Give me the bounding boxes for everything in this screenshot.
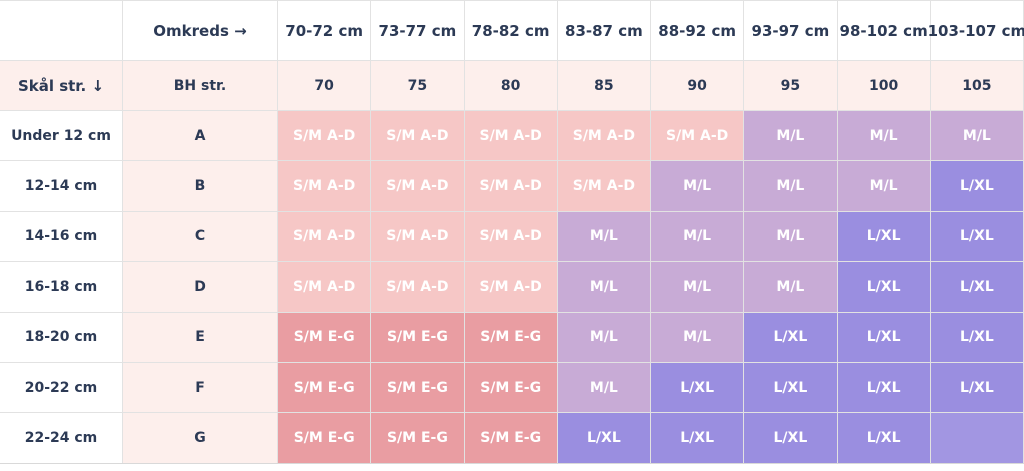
- size-cell: L/XL: [930, 261, 1024, 312]
- size-cell: S/M E-G: [278, 361, 372, 413]
- size-cell: M/L: [651, 210, 745, 262]
- size-cell: S/M A-D: [371, 261, 465, 312]
- size-cell: L/XL: [837, 311, 931, 362]
- size-cell: S/M A-D: [464, 261, 558, 312]
- cup: G: [123, 412, 278, 463]
- size-cell: S/M A-D: [557, 110, 651, 161]
- range-header: 93-97 cm: [744, 0, 838, 60]
- size-cell: L/XL: [651, 361, 745, 413]
- size-cell: S/M A-D: [371, 210, 465, 262]
- size-cell: M/L: [744, 160, 838, 211]
- size-cell: M/L: [557, 261, 651, 312]
- range-header: 98-102 cm: [837, 0, 931, 60]
- band-header: 95: [744, 60, 838, 110]
- size-cell: M/L: [557, 361, 651, 413]
- size-cell: S/M E-G: [464, 311, 558, 362]
- size-cell: S/M A-D: [464, 210, 558, 262]
- size-cell: M/L: [744, 210, 838, 262]
- size-cell: S/M E-G: [464, 412, 558, 463]
- size-cell: L/XL: [837, 210, 931, 262]
- size-cell: S/M E-G: [278, 311, 372, 362]
- size-cell: L/XL: [744, 311, 838, 362]
- band-header: 80: [464, 60, 558, 110]
- size-cell: S/M E-G: [371, 412, 465, 463]
- range-header: 70-72 cm: [278, 0, 372, 60]
- corner-cell: [0, 0, 123, 60]
- band-header: 75: [371, 60, 465, 110]
- size-cell: M/L: [930, 110, 1024, 161]
- size-cell: M/L: [837, 110, 931, 161]
- range-header: 83-87 cm: [557, 0, 651, 60]
- cup-range: 14-16 cm: [0, 210, 123, 262]
- size-cell: S/M A-D: [278, 261, 372, 312]
- empty-cell: [930, 412, 1024, 463]
- size-cell: S/M A-D: [278, 160, 372, 211]
- size-cell: M/L: [651, 311, 745, 362]
- band-header: 85: [557, 60, 651, 110]
- cup: D: [123, 261, 278, 312]
- size-cell: S/M A-D: [557, 160, 651, 211]
- band-label: BH str.: [123, 60, 278, 110]
- size-cell: L/XL: [930, 361, 1024, 413]
- band-header: 100: [837, 60, 931, 110]
- size-cell: M/L: [744, 110, 838, 161]
- size-cell: S/M A-D: [278, 210, 372, 262]
- cup-range: Under 12 cm: [0, 110, 123, 161]
- size-cell: L/XL: [651, 412, 745, 463]
- cup-label: Skål str. ↓: [0, 60, 123, 110]
- cup: C: [123, 210, 278, 262]
- range-header: 78-82 cm: [464, 0, 558, 60]
- size-cell: M/L: [837, 160, 931, 211]
- band-header: 105: [930, 60, 1024, 110]
- band-header: 70: [278, 60, 372, 110]
- cup: F: [123, 361, 278, 413]
- size-cell: M/L: [744, 261, 838, 312]
- cup-range: 18-20 cm: [0, 311, 123, 362]
- size-cell: S/M A-D: [651, 110, 745, 161]
- size-cell: L/XL: [837, 261, 931, 312]
- size-cell: S/M E-G: [371, 311, 465, 362]
- size-cell: L/XL: [930, 311, 1024, 362]
- band-header: 90: [651, 60, 745, 110]
- cup-range: 12-14 cm: [0, 160, 123, 211]
- cup: A: [123, 110, 278, 161]
- size-cell: L/XL: [930, 210, 1024, 262]
- range-header: 88-92 cm: [651, 0, 745, 60]
- size-cell: L/XL: [837, 412, 931, 463]
- size-cell: S/M A-D: [278, 110, 372, 161]
- size-cell: S/M A-D: [464, 160, 558, 211]
- range-header: 103-107 cm: [928, 0, 1024, 60]
- cup-range: 16-18 cm: [0, 261, 123, 312]
- size-cell: S/M E-G: [371, 361, 465, 413]
- cup-range: 20-22 cm: [0, 361, 123, 413]
- size-cell: M/L: [651, 261, 745, 312]
- cup-range: 22-24 cm: [0, 412, 123, 463]
- size-cell: S/M A-D: [371, 160, 465, 211]
- size-cell: S/M E-G: [278, 412, 372, 463]
- range-header: 73-77 cm: [371, 0, 465, 60]
- cup: E: [123, 311, 278, 362]
- size-cell: M/L: [557, 210, 651, 262]
- size-cell: L/XL: [930, 160, 1024, 211]
- cup: B: [123, 160, 278, 211]
- size-cell: L/XL: [744, 361, 838, 413]
- size-cell: L/XL: [557, 412, 651, 463]
- size-cell: M/L: [651, 160, 745, 211]
- size-cell: M/L: [557, 311, 651, 362]
- size-cell: L/XL: [744, 412, 838, 463]
- size-cell: S/M A-D: [371, 110, 465, 161]
- size-cell: L/XL: [837, 361, 931, 413]
- size-cell: S/M A-D: [464, 110, 558, 161]
- size-cell: S/M E-G: [464, 361, 558, 413]
- header-label: Omkreds →: [123, 0, 278, 60]
